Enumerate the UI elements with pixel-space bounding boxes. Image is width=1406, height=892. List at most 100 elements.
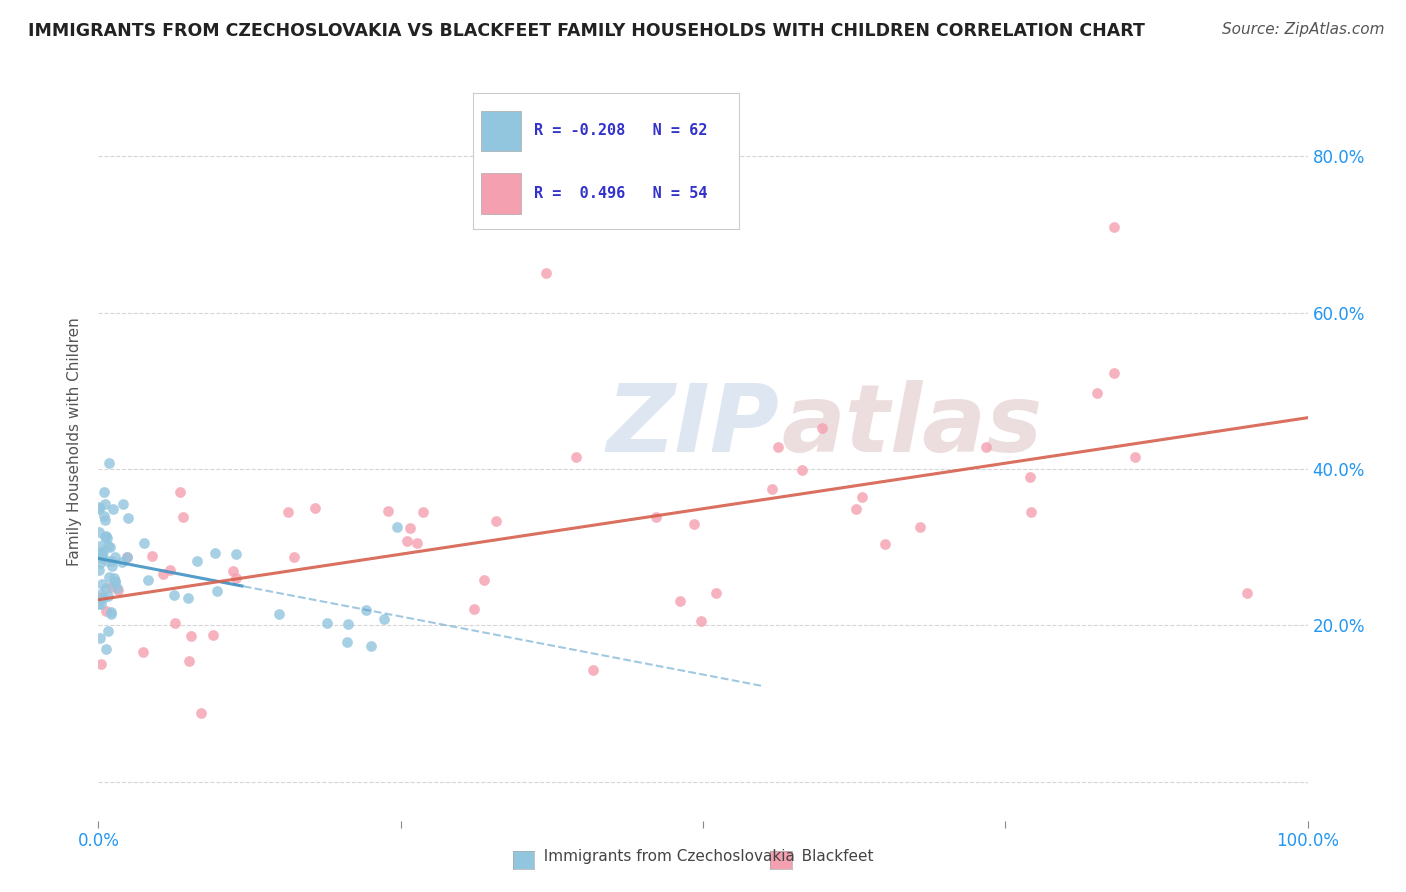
Point: [682, 516, 704, 531]
Point: [177, 654, 200, 668]
Point: [91, 591, 114, 606]
Point: [101, 559, 124, 574]
Point: [90, 657, 112, 672]
Point: [94, 497, 117, 511]
Point: [180, 628, 202, 642]
Point: [669, 594, 692, 608]
Point: [91, 577, 114, 591]
Point: [165, 615, 187, 630]
Point: [89, 556, 111, 570]
Point: [283, 549, 305, 564]
Text: ZIP: ZIP: [606, 380, 779, 473]
Point: [336, 635, 359, 649]
Point: [792, 463, 814, 477]
Point: [373, 611, 395, 625]
Point: [304, 501, 326, 516]
Point: [107, 583, 129, 598]
Point: [172, 509, 194, 524]
Point: [186, 554, 208, 568]
Point: [115, 550, 138, 565]
Point: [89, 563, 111, 577]
Point: [100, 605, 122, 619]
Point: [100, 580, 122, 594]
Text: IMMIGRANTS FROM CZECHOSLOVAKIA VS BLACKFEET FAMILY HOUSEHOLDS WITH CHILDREN CORR: IMMIGRANTS FROM CZECHOSLOVAKIA VS BLACKF…: [28, 22, 1144, 40]
Point: [851, 490, 873, 504]
Point: [169, 485, 191, 500]
Point: [111, 497, 134, 511]
Point: [89, 539, 111, 553]
Point: [908, 520, 931, 534]
Y-axis label: Family Households with Children: Family Households with Children: [67, 318, 83, 566]
Point: [581, 663, 603, 677]
Point: [89, 500, 111, 514]
Point: [131, 645, 153, 659]
Point: [845, 502, 868, 516]
Point: [91, 545, 114, 559]
Point: [412, 505, 434, 519]
Point: [354, 603, 377, 617]
Point: [1236, 586, 1258, 600]
Point: [377, 504, 399, 518]
Point: [399, 521, 422, 535]
Point: [104, 574, 127, 589]
Point: [159, 563, 181, 577]
Point: [225, 548, 247, 562]
Point: [94, 529, 117, 543]
Point: [766, 440, 789, 454]
Point: [105, 581, 128, 595]
Point: [534, 267, 557, 281]
Point: [1018, 470, 1040, 484]
Point: [98, 540, 121, 554]
Point: [385, 520, 408, 534]
Point: [87, 524, 110, 539]
Point: [136, 574, 159, 588]
Point: [1085, 386, 1108, 401]
Text: Blackfeet: Blackfeet: [787, 849, 875, 863]
Point: [761, 482, 783, 496]
Point: [190, 706, 212, 720]
Point: [97, 590, 120, 604]
Point: [101, 554, 124, 568]
Point: [463, 602, 485, 616]
Point: [117, 510, 139, 524]
Point: [97, 539, 120, 553]
Point: [97, 553, 120, 567]
Point: [94, 642, 117, 657]
Point: [485, 514, 508, 528]
Point: [204, 546, 226, 560]
Text: Source: ZipAtlas.com: Source: ZipAtlas.com: [1222, 22, 1385, 37]
Point: [93, 485, 115, 500]
Text: Immigrants from Czechoslovakia: Immigrants from Czechoslovakia: [534, 849, 796, 863]
Point: [1019, 505, 1042, 519]
Point: [1102, 219, 1125, 234]
Point: [276, 505, 298, 519]
Point: [115, 549, 138, 564]
Point: [90, 587, 112, 601]
Point: [225, 571, 247, 585]
Point: [337, 617, 360, 632]
Point: [810, 421, 832, 435]
Point: [1125, 450, 1147, 465]
Point: [110, 555, 132, 569]
Point: [90, 545, 112, 559]
Point: [94, 581, 117, 595]
Point: [98, 456, 121, 470]
Point: [267, 607, 290, 621]
Point: [100, 607, 122, 622]
Point: [360, 639, 382, 653]
Point: [141, 549, 163, 564]
Point: [222, 564, 245, 578]
Point: [90, 590, 112, 604]
Point: [96, 532, 118, 546]
Point: [90, 597, 112, 611]
Point: [94, 604, 117, 618]
Point: [97, 624, 120, 639]
Point: [87, 501, 110, 516]
Point: [395, 534, 418, 549]
Point: [90, 550, 112, 565]
Point: [689, 614, 711, 628]
Point: [644, 509, 666, 524]
Point: [177, 591, 200, 605]
Point: [202, 627, 225, 641]
Point: [875, 536, 897, 550]
